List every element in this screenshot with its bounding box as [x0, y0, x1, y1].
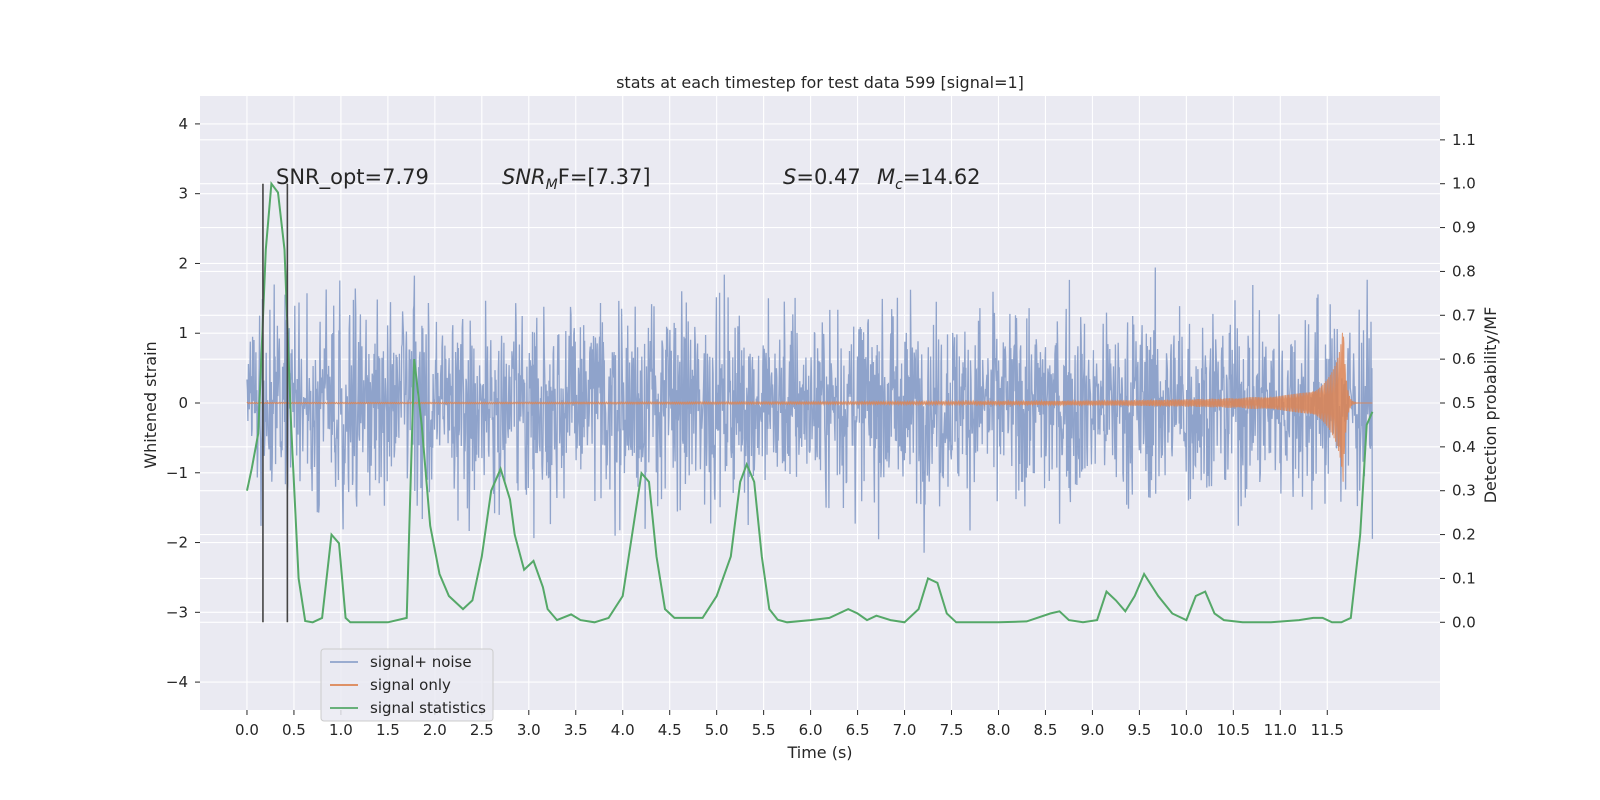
x-tick-label: 2.0	[423, 721, 447, 739]
left-y-axis-label: Whitened strain	[141, 341, 160, 468]
signal-noise-series	[246, 267, 1374, 553]
right-y-axis-label: Detection probability/MF	[1481, 307, 1500, 504]
legend-label-signal-only: signal only	[370, 676, 451, 694]
signal-only-series	[246, 332, 1373, 482]
y-tick-label: −2	[166, 534, 188, 552]
annotation-s: S=0.47	[783, 165, 861, 189]
legend: signal+ noise signal only signal statist…	[320, 648, 494, 722]
x-tick-label: 1.5	[376, 721, 400, 739]
y-right-tick-label: 0.3	[1452, 482, 1476, 500]
y-tick-label: 0	[178, 394, 188, 412]
left-y-axis-ticks: 4 3 2 1 0 −1 −2 −3 −4	[166, 115, 200, 691]
signal-statistics-line	[246, 181, 1374, 624]
y-tick-label: −1	[166, 464, 188, 482]
x-tick-label: 9.0	[1080, 721, 1104, 739]
x-tick-label: 11.0	[1264, 721, 1297, 739]
x-tick-label: 3.5	[564, 721, 588, 739]
x-tick-label: 6.5	[846, 721, 870, 739]
marker-lines	[262, 183, 289, 623]
y-tick-label: 4	[178, 115, 188, 133]
x-tick-label: 7.0	[893, 721, 917, 739]
signal-noise-line	[246, 267, 1374, 553]
right-y-axis-ticks: 1.1 1.0 0.9 0.8 0.7 0.6 0.5 0.4 0.3 0.2 0.1 0.0	[1440, 131, 1476, 631]
x-axis-ticks: 0.0 0.5 1.0 1.5 2.0 2.5 3.0 3.5 4.0 4.5 5.0 5.5 6.0 6…	[235, 710, 1344, 739]
x-tick-label: 0.5	[282, 721, 306, 739]
x-tick-label: 8.5	[1034, 721, 1058, 739]
x-tick-label: 10.5	[1217, 721, 1250, 739]
x-axis-label: Time (s)	[786, 743, 852, 762]
y-tick-label: −3	[166, 603, 188, 621]
y-right-tick-label: 0.8	[1452, 262, 1476, 280]
x-tick-label: 4.0	[611, 721, 635, 739]
x-tick-label: 3.0	[517, 721, 541, 739]
signal-statistics-series	[246, 181, 1374, 624]
x-tick-label: 8.0	[987, 721, 1011, 739]
y-right-tick-label: 0.1	[1452, 569, 1476, 587]
y-right-tick-label: 0.6	[1452, 350, 1476, 368]
x-tick-label: 5.0	[705, 721, 729, 739]
x-tick-label: 7.5	[940, 721, 964, 739]
y-right-tick-label: 0.0	[1452, 613, 1476, 631]
x-tick-label: 5.5	[752, 721, 776, 739]
annotation-snr-opt: SNR_opt=7.79	[276, 165, 429, 190]
x-tick-label: 6.0	[799, 721, 823, 739]
legend-label-signal-statistics: signal statistics	[370, 699, 486, 717]
x-tick-label: 4.5	[658, 721, 682, 739]
y-tick-label: 1	[178, 324, 188, 342]
signal-only-line	[246, 332, 1373, 482]
y-right-tick-label: 0.4	[1452, 438, 1476, 456]
y-tick-label: 3	[178, 185, 188, 203]
y-tick-label: 2	[178, 254, 188, 272]
x-tick-label: 1.0	[329, 721, 353, 739]
y-tick-label: −4	[166, 673, 188, 691]
legend-box	[320, 648, 494, 722]
x-tick-label: 10.0	[1170, 721, 1203, 739]
x-tick-label: 2.5	[470, 721, 494, 739]
x-tick-label: 9.5	[1127, 721, 1151, 739]
y-right-tick-label: 1.0	[1452, 175, 1476, 193]
annotation-mc: Mc=14.62	[877, 165, 981, 193]
x-tick-label: 0.0	[235, 721, 259, 739]
chart-title: stats at each timestep for test data 599…	[616, 73, 1024, 92]
y-right-tick-label: 0.5	[1452, 394, 1476, 412]
y-right-tick-label: 0.2	[1452, 526, 1476, 544]
y-right-tick-label: 0.7	[1452, 306, 1476, 324]
y-right-tick-label: 1.1	[1452, 131, 1476, 149]
x-tick-label: 11.5	[1311, 721, 1344, 739]
legend-label-signal-noise: signal+ noise	[370, 653, 472, 671]
annotation-snr-mf: SNRMF=[7.37]	[502, 165, 651, 193]
y-right-tick-label: 0.9	[1452, 219, 1476, 237]
